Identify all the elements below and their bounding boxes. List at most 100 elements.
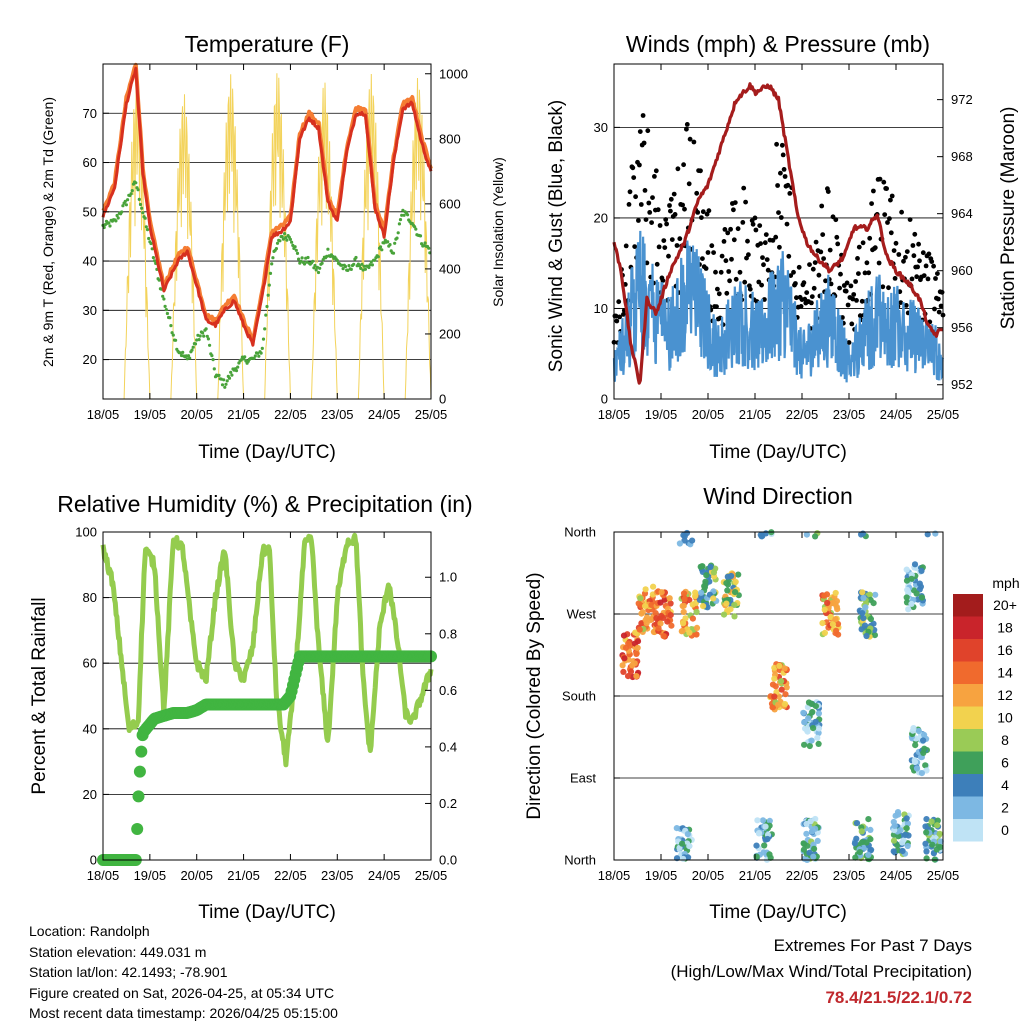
gust-point [630, 165, 636, 171]
dewpoint-point [401, 208, 405, 212]
gust-point [762, 297, 767, 302]
direction-point [679, 840, 686, 847]
gust-point [780, 152, 786, 158]
dewpoint-point [321, 258, 325, 262]
colorbar-swatch [953, 616, 983, 639]
direction-point [680, 590, 688, 597]
dewpoint-point [305, 260, 309, 264]
gust-point [650, 195, 655, 201]
direction-point [933, 846, 940, 853]
direction-point [807, 818, 814, 825]
extremes-subtitle: (High/Low/Max Wind/Total Precipitation) [670, 962, 972, 981]
x-tick-label: 24/05 [368, 407, 401, 422]
winds-ylabel-left: Sonic Wind & Gust (Blue, Black) [546, 100, 567, 372]
dewpoint-point [270, 262, 274, 266]
y2-tick-label: 968 [951, 149, 973, 164]
wind-line [612, 230, 945, 383]
dewpoint-point [152, 259, 157, 263]
direction-point [625, 673, 632, 680]
dewpoint-point [360, 262, 364, 266]
dewpoint-point [170, 331, 174, 335]
direction-point [657, 620, 664, 627]
gust-point [614, 318, 620, 324]
gust-point [784, 221, 790, 227]
gust-point [626, 202, 632, 207]
gust-point [850, 296, 856, 302]
gust-point [643, 217, 649, 223]
direction-point [701, 583, 708, 590]
gust-point [686, 181, 692, 187]
rainfall-point [133, 765, 146, 778]
rainfall-point [132, 790, 145, 803]
dewpoint-point [380, 248, 384, 252]
gust-point [866, 270, 872, 276]
y-tick-label: 0 [90, 853, 97, 868]
gust-point [700, 209, 706, 215]
gust-point [877, 176, 883, 182]
gust-point [843, 288, 849, 294]
direction-point [821, 629, 829, 637]
direction-point [918, 567, 925, 575]
dewpoint-point [243, 355, 247, 359]
direction-point [903, 815, 910, 822]
dewpoint-point [143, 216, 147, 220]
rainfall-point [135, 745, 148, 758]
dewpoint-point [352, 262, 356, 266]
gust-point [666, 253, 671, 259]
gust-point [727, 278, 732, 284]
gust-point [675, 166, 681, 172]
direction-point [832, 589, 839, 597]
colorbar-label: 8 [1001, 732, 1009, 748]
direction-point [932, 530, 939, 537]
dewpoint-point [114, 219, 118, 223]
gust-point [819, 203, 825, 209]
gust-point [638, 202, 644, 207]
dewpoint-point [346, 268, 350, 272]
gust-point [654, 261, 660, 267]
gust-point [613, 313, 619, 319]
direction-point [753, 853, 760, 860]
direction-point [667, 600, 674, 607]
direction-point [905, 606, 912, 613]
dewpoint-point [340, 263, 344, 267]
direction-point [921, 731, 928, 739]
direction-point [683, 529, 691, 537]
direction-point [686, 843, 693, 850]
y-tick-label: 50 [83, 204, 97, 219]
direction-point [627, 668, 635, 675]
wind-direction-xlabel: Time (Day/UTC) [709, 902, 847, 923]
x-tick-label: 21/05 [739, 407, 772, 422]
x-tick-label: 20/05 [692, 868, 725, 883]
gust-point [899, 209, 904, 215]
extremes-title: Extremes For Past 7 Days [773, 936, 972, 955]
direction-point [903, 825, 910, 832]
gust-point [921, 273, 927, 278]
colorbar-label: 6 [1001, 755, 1009, 771]
gust-point [845, 302, 851, 308]
direction-point [801, 719, 808, 726]
gust-point [920, 250, 926, 256]
dewpoint-point [124, 203, 128, 207]
gust-point [846, 340, 852, 345]
direction-point [909, 727, 917, 734]
gust-point [677, 236, 683, 242]
direction-point [633, 673, 640, 680]
gust-point [855, 256, 860, 261]
x-tick-label: 21/05 [739, 868, 772, 883]
direction-point [811, 845, 818, 852]
direction-point [667, 612, 674, 619]
gust-point [901, 258, 906, 264]
gust-point [833, 217, 839, 223]
direction-point [778, 678, 785, 685]
gust-point [876, 260, 882, 266]
gust-point [810, 266, 816, 272]
gust-point [782, 174, 788, 179]
dewpoint-point [206, 337, 210, 341]
dewpoint-point [137, 197, 141, 201]
winds-plot-frame [613, 63, 944, 400]
station-info: Location: Randolph Station elevation: 44… [29, 921, 338, 1024]
figure-created: Figure created on Sat, 2026-04-25, at 05… [29, 984, 335, 1001]
direction-point [814, 837, 821, 845]
x-tick-label: 19/05 [134, 407, 167, 422]
x-tick-label: 19/05 [645, 407, 678, 422]
